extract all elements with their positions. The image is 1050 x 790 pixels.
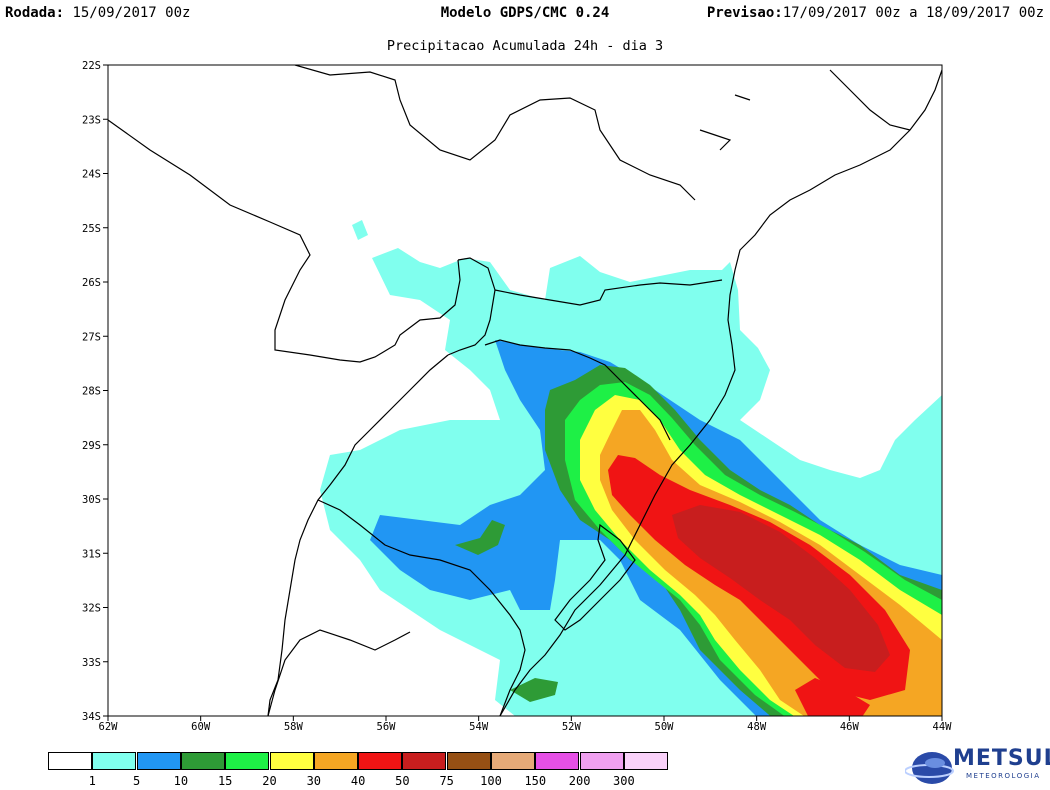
run-date: Rodada: 15/09/2017 00z (5, 5, 190, 21)
legend-swatch (358, 752, 403, 770)
globe-icon (912, 752, 952, 784)
lon-tick-label: 52W (562, 721, 582, 733)
legend-label: 1 (88, 774, 96, 788)
map-subtitle: Precipitacao Acumulada 24h - dia 3 (386, 38, 664, 54)
precipitation-fields (320, 220, 942, 716)
lon-tick-label: 44W (933, 721, 953, 733)
lon-tick-label: 62W (99, 721, 119, 733)
lat-tick-label: 33S (82, 657, 101, 669)
boundary-brazil-states-2 (484, 339, 671, 441)
logo-name: METSUL (953, 746, 1050, 771)
legend-swatch (446, 752, 491, 770)
lat-tick-label: 30S (82, 494, 101, 506)
lat-tick-label: 27S (82, 331, 101, 343)
lat-tick-label: 29S (82, 440, 101, 452)
legend-label: 10 (173, 774, 189, 788)
lat-tick-label: 25S (82, 223, 101, 235)
lon-tick-label: 50W (655, 721, 675, 733)
lat-tick-label: 22S (82, 60, 101, 72)
legend-swatch (92, 752, 137, 770)
legend-label: 200 (568, 774, 591, 788)
precip-band-10-15-south (510, 678, 558, 702)
boundary-brazil-states (494, 279, 723, 306)
lon-tick-label: 56W (377, 721, 397, 733)
boundary-argentina-uruguay (267, 354, 449, 716)
political-boundaries (108, 65, 942, 716)
legend-label: 150 (524, 774, 547, 788)
precip-band-1-5-small (352, 220, 368, 240)
legend-label: 5 (132, 774, 141, 788)
run-date-value: 15/09/2017 00z (64, 5, 191, 21)
legend-swatch (313, 752, 358, 770)
legend-label: 40 (350, 774, 366, 788)
lat-tick-label: 24S (82, 169, 101, 181)
legend-swatch (180, 752, 225, 770)
legend-swatch (269, 752, 314, 770)
legend-swatch (402, 752, 447, 770)
legend-swatch (491, 752, 535, 770)
legend-label: 50 (395, 774, 410, 788)
lat-tick-label: 23S (82, 114, 101, 126)
forecast-period-value: 17/09/2017 00z a 18/09/2017 00z (782, 5, 1044, 21)
lon-tick-label: 58W (284, 721, 304, 733)
legend-swatch (535, 752, 580, 770)
axis-ticks: 22S23S24S25S26S27S28S29S30S31S32S33S34S6… (82, 60, 952, 733)
legend-label: 75 (439, 774, 454, 788)
metsul-logo (905, 752, 954, 784)
precip-band-40-50-south (795, 678, 870, 716)
lat-tick-label: 31S (82, 548, 101, 560)
legend-swatch (48, 752, 92, 770)
lon-tick-label: 54W (469, 721, 489, 733)
logo-tagline: METEOROLOGIA (966, 772, 1041, 780)
lon-tick-label: 60W (191, 721, 211, 733)
precip-band-10-15-island (455, 520, 505, 555)
legend-swatch (579, 752, 624, 770)
precip-band-50-75 (672, 505, 890, 672)
lat-tick-label: 34S (82, 711, 101, 723)
legend-label: 30 (306, 774, 322, 788)
boundary-paraguay-brazil (294, 65, 696, 201)
legend-label: 100 (480, 774, 502, 788)
lat-tick-label: 32S (82, 603, 101, 615)
model-title: Modelo GDPS/CMC 0.24 (440, 5, 610, 21)
lat-tick-label: 28S (82, 386, 101, 398)
lon-tick-label: 48W (747, 721, 767, 733)
coastline-detail (699, 69, 911, 151)
coastline-south-brazil (499, 69, 942, 716)
run-date-label: Rodada: (5, 5, 65, 21)
legend-swatch (136, 752, 181, 770)
boundary-brazil-uruguay (317, 499, 526, 716)
boundary-argentina-brazil (447, 257, 496, 356)
legend-swatch (623, 752, 668, 770)
legend-swatch (225, 752, 270, 770)
legend-label: 300 (613, 774, 635, 788)
lon-tick-label: 46W (840, 721, 860, 733)
forecast-period: Previsao:17/09/2017 00z a 18/09/2017 00z (707, 5, 1044, 21)
precip-band-1-5-east (880, 420, 942, 540)
lagoa-dos-patos (554, 523, 636, 631)
legend-label: 15 (217, 774, 233, 788)
boundary-paraguay-argentina (108, 119, 461, 363)
river-plate-estuary (267, 629, 411, 716)
forecast-period-label: Previsao: (706, 5, 783, 21)
lat-tick-label: 26S (82, 277, 101, 289)
legend-label: 20 (262, 774, 277, 788)
